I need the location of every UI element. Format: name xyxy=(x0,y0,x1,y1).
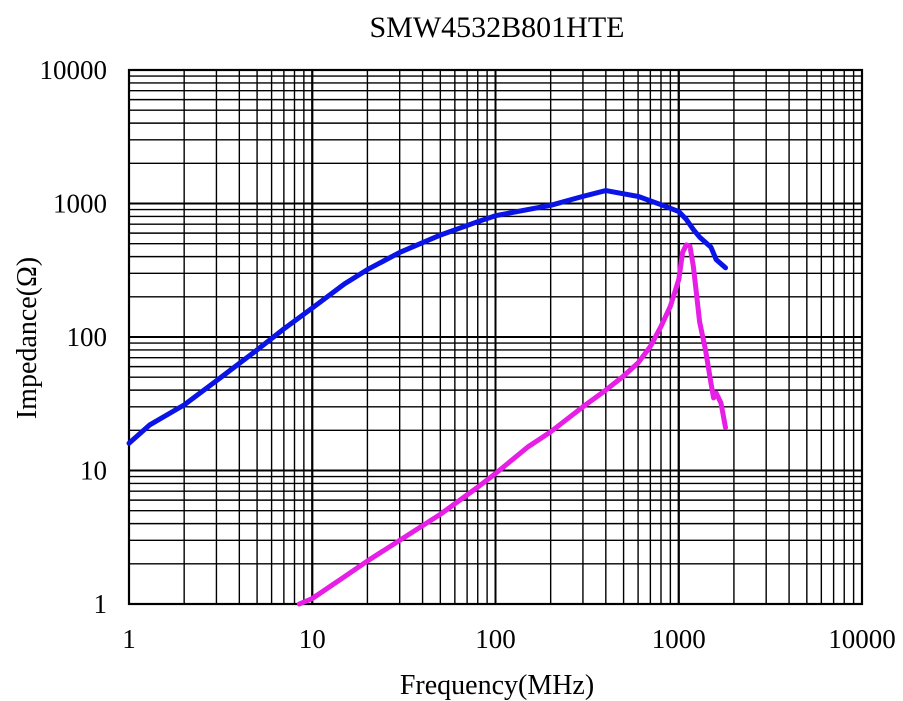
y-tick-label: 100 xyxy=(67,322,108,352)
y-tick-label: 1 xyxy=(94,589,108,619)
series-line-2 xyxy=(296,242,728,607)
y-tick-label: 10000 xyxy=(40,55,108,85)
x-axis-label: Frequency(MHz) xyxy=(400,670,594,701)
y-axis-label: Impedance(Ω) xyxy=(12,257,43,419)
chart-title: SMW4532B801HTE xyxy=(370,11,625,44)
plot-frame xyxy=(127,68,864,606)
x-tick-label: 100 xyxy=(475,624,516,654)
x-tick-label: 1 xyxy=(122,624,136,654)
series-group xyxy=(126,188,728,607)
x-tick-label: 1000 xyxy=(652,624,706,654)
y-tick-label: 10 xyxy=(80,456,107,486)
x-tick-label: 10000 xyxy=(828,624,896,654)
x-tick-label: 10 xyxy=(299,624,326,654)
grid xyxy=(127,68,864,606)
series-line-1 xyxy=(126,188,728,446)
tick-labels: 1 10 100 1000 10000 1 10 100 1000 10000 xyxy=(40,55,896,654)
y-tick-label: 1000 xyxy=(53,189,107,219)
